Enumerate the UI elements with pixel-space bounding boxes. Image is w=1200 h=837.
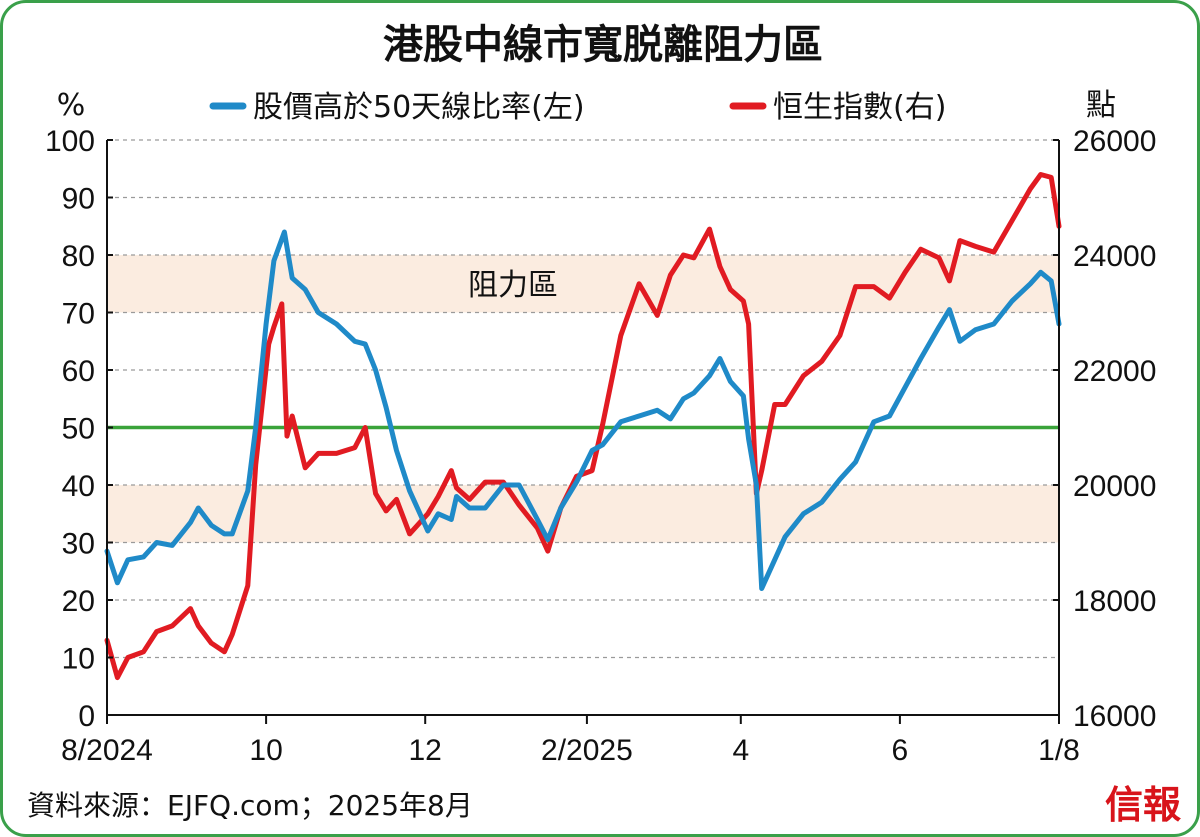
resistance-band-1 — [107, 485, 1059, 543]
left-tick-label-60: 60 — [62, 355, 95, 388]
legend-label-hsi: 恒生指數(右) — [773, 90, 946, 125]
right-axis-unit: 點 — [1086, 88, 1116, 123]
axes — [106, 139, 1060, 724]
resistance-band-0 — [107, 255, 1059, 313]
left-tick-label-30: 30 — [62, 528, 95, 561]
x-tick-label-1: 10 — [249, 734, 282, 767]
series-line-breadth — [104, 229, 1062, 591]
legend: 股價高於50天線比率(左) 恒生指數(右) — [209, 90, 946, 125]
right-tick-label-26000: 26000 — [1073, 125, 1156, 158]
left-tick-label-50: 50 — [62, 413, 95, 446]
left-tick-label-80: 80 — [62, 240, 95, 273]
right-tick-label-16000: 16000 — [1073, 700, 1156, 733]
left-axis-unit: % — [57, 88, 86, 123]
tick-labels: 0 10 20 30 40 50 60 70 80 90 100 16000 18000 20000 220… — [45, 125, 1157, 767]
left-tick-label-100: 100 — [45, 125, 95, 158]
chart-title: 港股中線市寬脱離阻力區 — [383, 22, 823, 68]
gridlines — [107, 139, 1059, 659]
right-tick-label-22000: 22000 — [1073, 355, 1156, 388]
legend-label-breadth: 股價高於50天線比率(左) — [253, 90, 585, 125]
resistance-bands: 阻力區 — [107, 255, 1059, 543]
right-tick-label-20000: 20000 — [1073, 470, 1156, 503]
x-tick-label-6: 1/8 — [1038, 734, 1080, 767]
x-tick-label-0: 8/2024 — [61, 734, 153, 767]
x-tick-label-2: 12 — [409, 734, 442, 767]
x-tick-label-5: 6 — [892, 734, 909, 767]
left-tick-label-10: 10 — [62, 643, 95, 676]
x-tick-label-4: 4 — [732, 734, 749, 767]
x-tick-label-3: 2/2025 — [541, 734, 633, 767]
resistance-band-label: 阻力區 — [468, 268, 558, 303]
left-tick-label-90: 90 — [62, 183, 95, 216]
chart-canvas: 港股中線市寬脱離阻力區 股價高於50天線比率(左) 恒生指數(右) % 點 阻力… — [27, 22, 1181, 827]
right-tick-label-24000: 24000 — [1073, 240, 1156, 273]
left-tick-label-0: 0 — [78, 700, 95, 733]
publisher-logo: 信報 — [1105, 782, 1181, 827]
right-tick-label-18000: 18000 — [1073, 585, 1156, 618]
series-lines — [104, 172, 1062, 681]
left-tick-label-20: 20 — [62, 585, 95, 618]
source-note: 資料來源：EJFQ.com；2025年8月 — [27, 789, 473, 822]
left-tick-label-70: 70 — [62, 298, 95, 331]
left-tick-label-40: 40 — [62, 470, 95, 503]
